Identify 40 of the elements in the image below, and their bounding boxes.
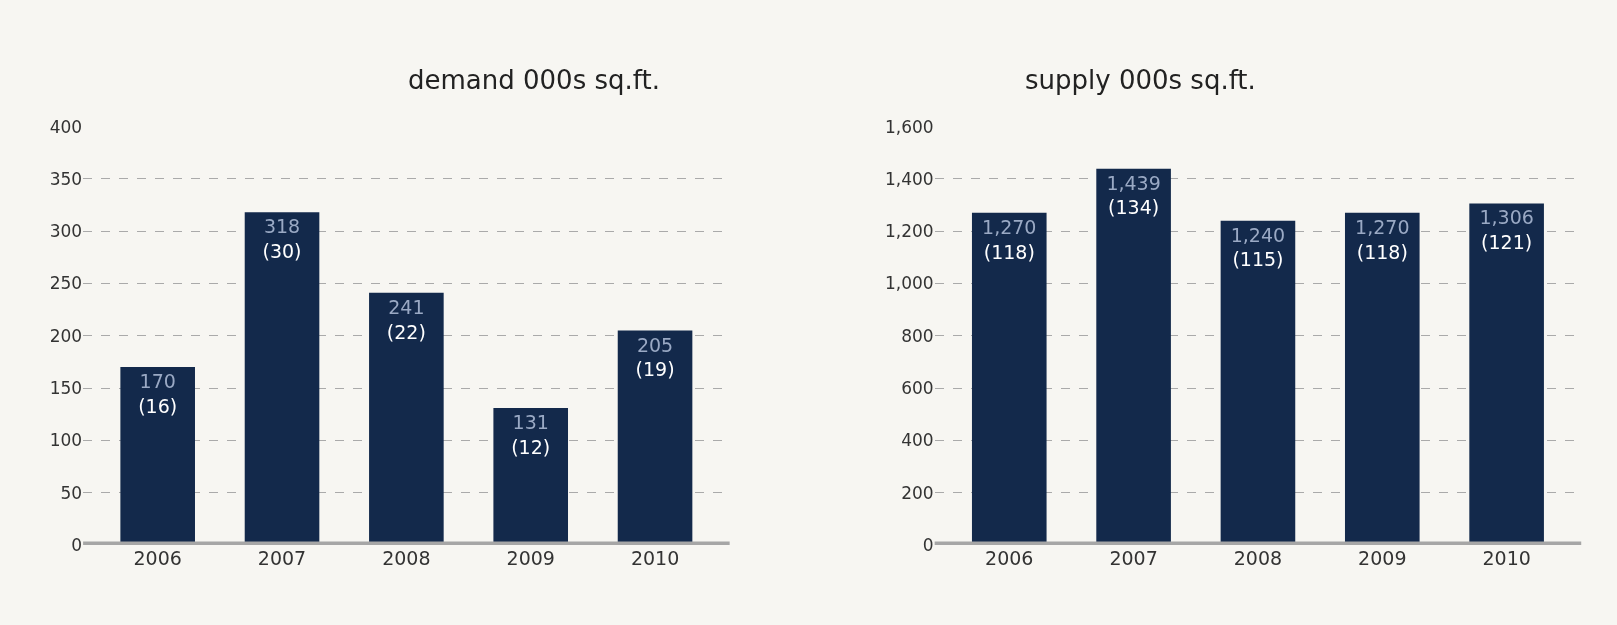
data-label: 131 (12)	[511, 410, 551, 458]
x-tick-label: 2010	[630, 546, 680, 569]
y-tick-label: 1,000	[884, 273, 934, 294]
data-label: 1,240 (115)	[1230, 223, 1286, 271]
chart-title: demand 000s sq.ft.	[408, 65, 660, 95]
x-tick-label: 2009	[1358, 546, 1407, 569]
x-tick-label: 2006	[985, 546, 1034, 569]
y-tick-label: 1,200	[884, 221, 934, 242]
y-tick-label: 0	[71, 534, 83, 555]
y-tick-label: 150	[49, 377, 83, 398]
data-label: 1,439 (134)	[1106, 171, 1161, 219]
y-tick-label: 400	[901, 430, 934, 451]
x-tick-label: 2008	[1233, 546, 1283, 569]
x-tick-label: 2006	[133, 546, 182, 569]
y-tick-label: 1,600	[884, 116, 934, 137]
y-tick-label: 800	[901, 325, 934, 346]
y-tick-label: 1,400	[884, 168, 934, 189]
data-label: 1,306 (121)	[1479, 206, 1534, 254]
data-label: 318 (30)	[262, 215, 302, 263]
y-tick-label: 0	[922, 534, 934, 555]
y-tick-label: 300	[49, 221, 83, 242]
y-tick-label: 350	[49, 168, 83, 189]
y-tick-label: 250	[49, 273, 83, 294]
x-tick-label: 2009	[506, 546, 555, 569]
data-label: 1,270 (118)	[1355, 215, 1410, 263]
y-tick-label: 200	[49, 325, 83, 346]
x-tick-label: 2007	[1109, 546, 1158, 569]
data-label: 205 (19)	[635, 333, 675, 381]
y-tick-label: 100	[49, 430, 83, 451]
data-label: 170 (16)	[138, 370, 178, 417]
y-tick-label: 600	[901, 377, 934, 398]
data-label: 241 (22)	[386, 295, 426, 343]
x-tick-label: 2007	[257, 546, 307, 569]
x-tick-label: 2010	[1482, 546, 1531, 569]
y-tick-label: 50	[60, 482, 83, 503]
chart-title: supply 000s sq.ft.	[1025, 65, 1256, 95]
x-tick-label: 2008	[382, 546, 431, 569]
y-tick-label: 400	[49, 116, 83, 137]
data-label: 1,270 (118)	[982, 215, 1037, 263]
y-tick-label: 200	[901, 482, 934, 503]
